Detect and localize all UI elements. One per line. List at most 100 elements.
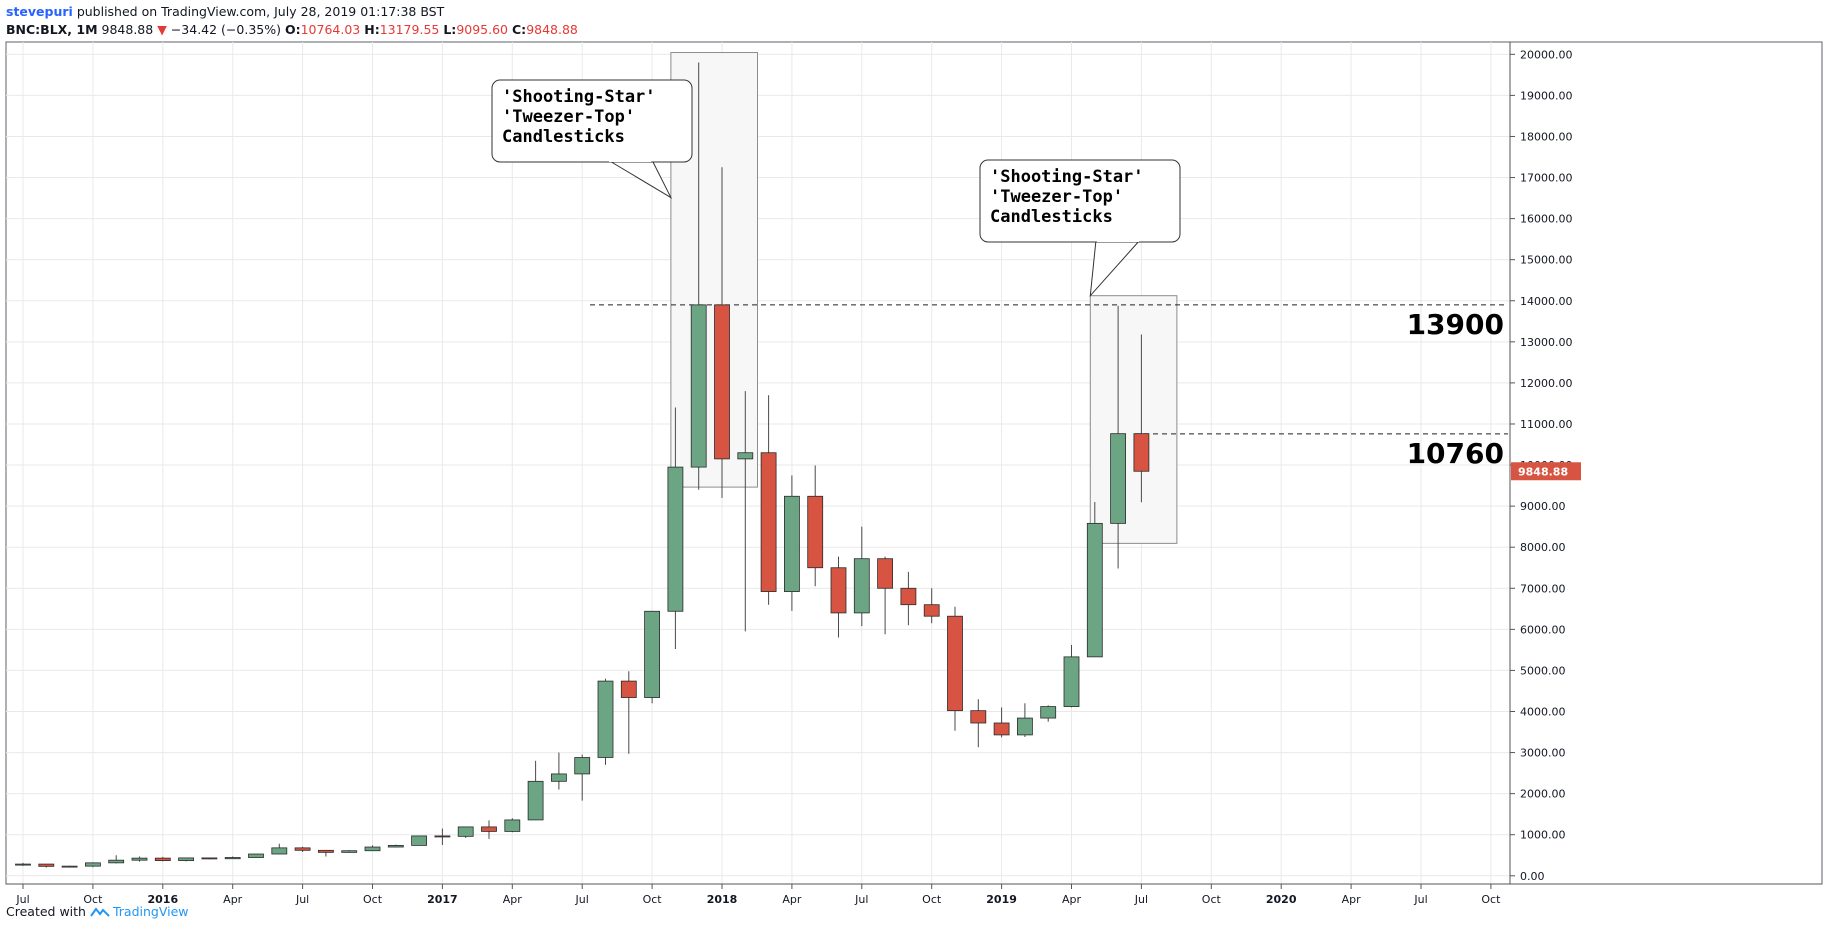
y-tick-label: 2000.00 <box>1520 788 1566 801</box>
candle-body <box>248 853 264 858</box>
candle-body <box>434 835 451 838</box>
level-label: 10760 <box>1407 437 1504 470</box>
x-tick-label: 2017 <box>427 893 458 906</box>
x-tick-label: 2016 <box>147 893 178 906</box>
publish-info: published on TradingView.com, July 28, 2… <box>76 4 445 19</box>
candle-body <box>85 862 101 867</box>
candle-body <box>481 826 497 832</box>
x-tick-label: Jul <box>1134 893 1148 906</box>
y-tick-label: 15000.00 <box>1520 254 1573 267</box>
candle-body <box>644 610 660 698</box>
y-tick-label: 0.00 <box>1520 870 1545 883</box>
y-tick-label: 6000.00 <box>1520 623 1566 636</box>
candle-body <box>1133 433 1150 472</box>
candle-body <box>178 857 195 861</box>
candle-body <box>131 857 148 861</box>
candle-body <box>38 863 55 867</box>
candle-body <box>15 863 31 866</box>
y-tick-label: 8000.00 <box>1520 541 1566 554</box>
candle-body <box>317 849 334 853</box>
tradingview-brand: TradingView <box>112 904 189 919</box>
close-label: C: <box>512 22 527 37</box>
x-tick-label: Oct <box>83 893 103 906</box>
candle-body <box>1086 522 1103 658</box>
open-label: O: <box>284 22 301 37</box>
author-link[interactable]: stevepuri <box>6 4 73 19</box>
candle-body <box>923 604 940 617</box>
candle-body <box>877 558 893 589</box>
callout-text: Candlesticks <box>990 207 1113 227</box>
callout-pointer <box>607 159 673 199</box>
x-tick-label: Jul <box>295 893 309 906</box>
y-tick-label: 3000.00 <box>1520 747 1566 760</box>
candle-body <box>61 865 78 868</box>
candle-body <box>1110 433 1126 524</box>
last-price-tag <box>1511 462 1581 481</box>
candle-body <box>294 847 311 851</box>
candle-body <box>667 466 684 612</box>
candle-body <box>457 826 474 837</box>
callout-box <box>979 159 1181 243</box>
candle-body <box>341 850 358 853</box>
low-label: L: <box>443 22 457 37</box>
x-tick-label: Apr <box>503 893 523 906</box>
y-tick-label: 12000.00 <box>1520 377 1573 390</box>
high-value: 13179.55 <box>379 22 440 37</box>
candle-body <box>1040 706 1057 719</box>
x-tick-label: Apr <box>223 893 243 906</box>
x-tick-label: Jul <box>1413 893 1427 906</box>
y-tick-label: 19000.00 <box>1520 89 1573 102</box>
ohlc-line: BNC:BLX, 1M 9848.88 ▼ −34.42 (−0.35%) O:… <box>6 22 578 37</box>
candle-body <box>597 680 614 758</box>
candle-body <box>504 819 521 832</box>
x-tick-label: Oct <box>1202 893 1222 906</box>
candle-body <box>784 495 800 592</box>
y-tick-label: 7000.00 <box>1520 582 1566 595</box>
tradingview-logo[interactable]: TradingView <box>90 904 189 919</box>
created-with-label: Created with <box>6 904 86 919</box>
high-label: H: <box>364 22 380 37</box>
candle-body <box>853 558 870 614</box>
y-tick-label: 4000.00 <box>1520 705 1566 718</box>
down-arrow-icon: ▼ <box>157 22 167 37</box>
x-tick-label: 2019 <box>986 893 1017 906</box>
x-tick-label: Oct <box>363 893 383 906</box>
x-tick-label: Apr <box>1342 893 1362 906</box>
close-value: 9848.88 <box>526 22 578 37</box>
candle-body <box>364 846 381 852</box>
candle-body <box>690 304 707 468</box>
callout-pointer <box>1089 239 1141 298</box>
candle-body <box>620 680 637 698</box>
callout-text: Candlesticks <box>502 127 625 147</box>
candle-body <box>900 587 917 606</box>
callout-text: 'Shooting-Star' <box>502 87 656 107</box>
x-tick-label: Jul <box>575 893 589 906</box>
candle-body <box>108 859 125 864</box>
open-value: 10764.03 <box>300 22 361 37</box>
candle-body <box>527 780 544 821</box>
callout-pointer-mask <box>609 159 651 162</box>
y-tick-label: 14000.00 <box>1520 295 1573 308</box>
footer: Created with TradingView <box>6 904 189 919</box>
candle-body <box>1063 656 1080 707</box>
x-tick-label: Jul <box>15 893 29 906</box>
candle-body <box>760 452 777 592</box>
callout-text: 'Tweezer-Top' <box>502 107 635 127</box>
highlight-box <box>1089 295 1178 544</box>
candle-body <box>830 567 847 614</box>
x-tick-label: Oct <box>922 893 942 906</box>
low-value: 9095.60 <box>456 22 509 37</box>
tradingview-icon <box>90 906 110 917</box>
price-change: −34.42 (−0.35%) <box>170 22 281 37</box>
y-tick-label: 20000.00 <box>1520 48 1573 61</box>
y-tick-label: 16000.00 <box>1520 213 1573 226</box>
last-price-tag-label: 9848.88 <box>1518 465 1568 478</box>
x-tick-label: Oct <box>1481 893 1501 906</box>
candle-body <box>551 773 567 782</box>
callout-text: 'Tweezer-Top' <box>990 187 1123 207</box>
y-tick-label: 13000.00 <box>1520 336 1573 349</box>
candle-body <box>224 857 241 860</box>
candle-body <box>387 844 404 848</box>
chart-header: stevepuri published on TradingView.com, … <box>6 4 578 37</box>
